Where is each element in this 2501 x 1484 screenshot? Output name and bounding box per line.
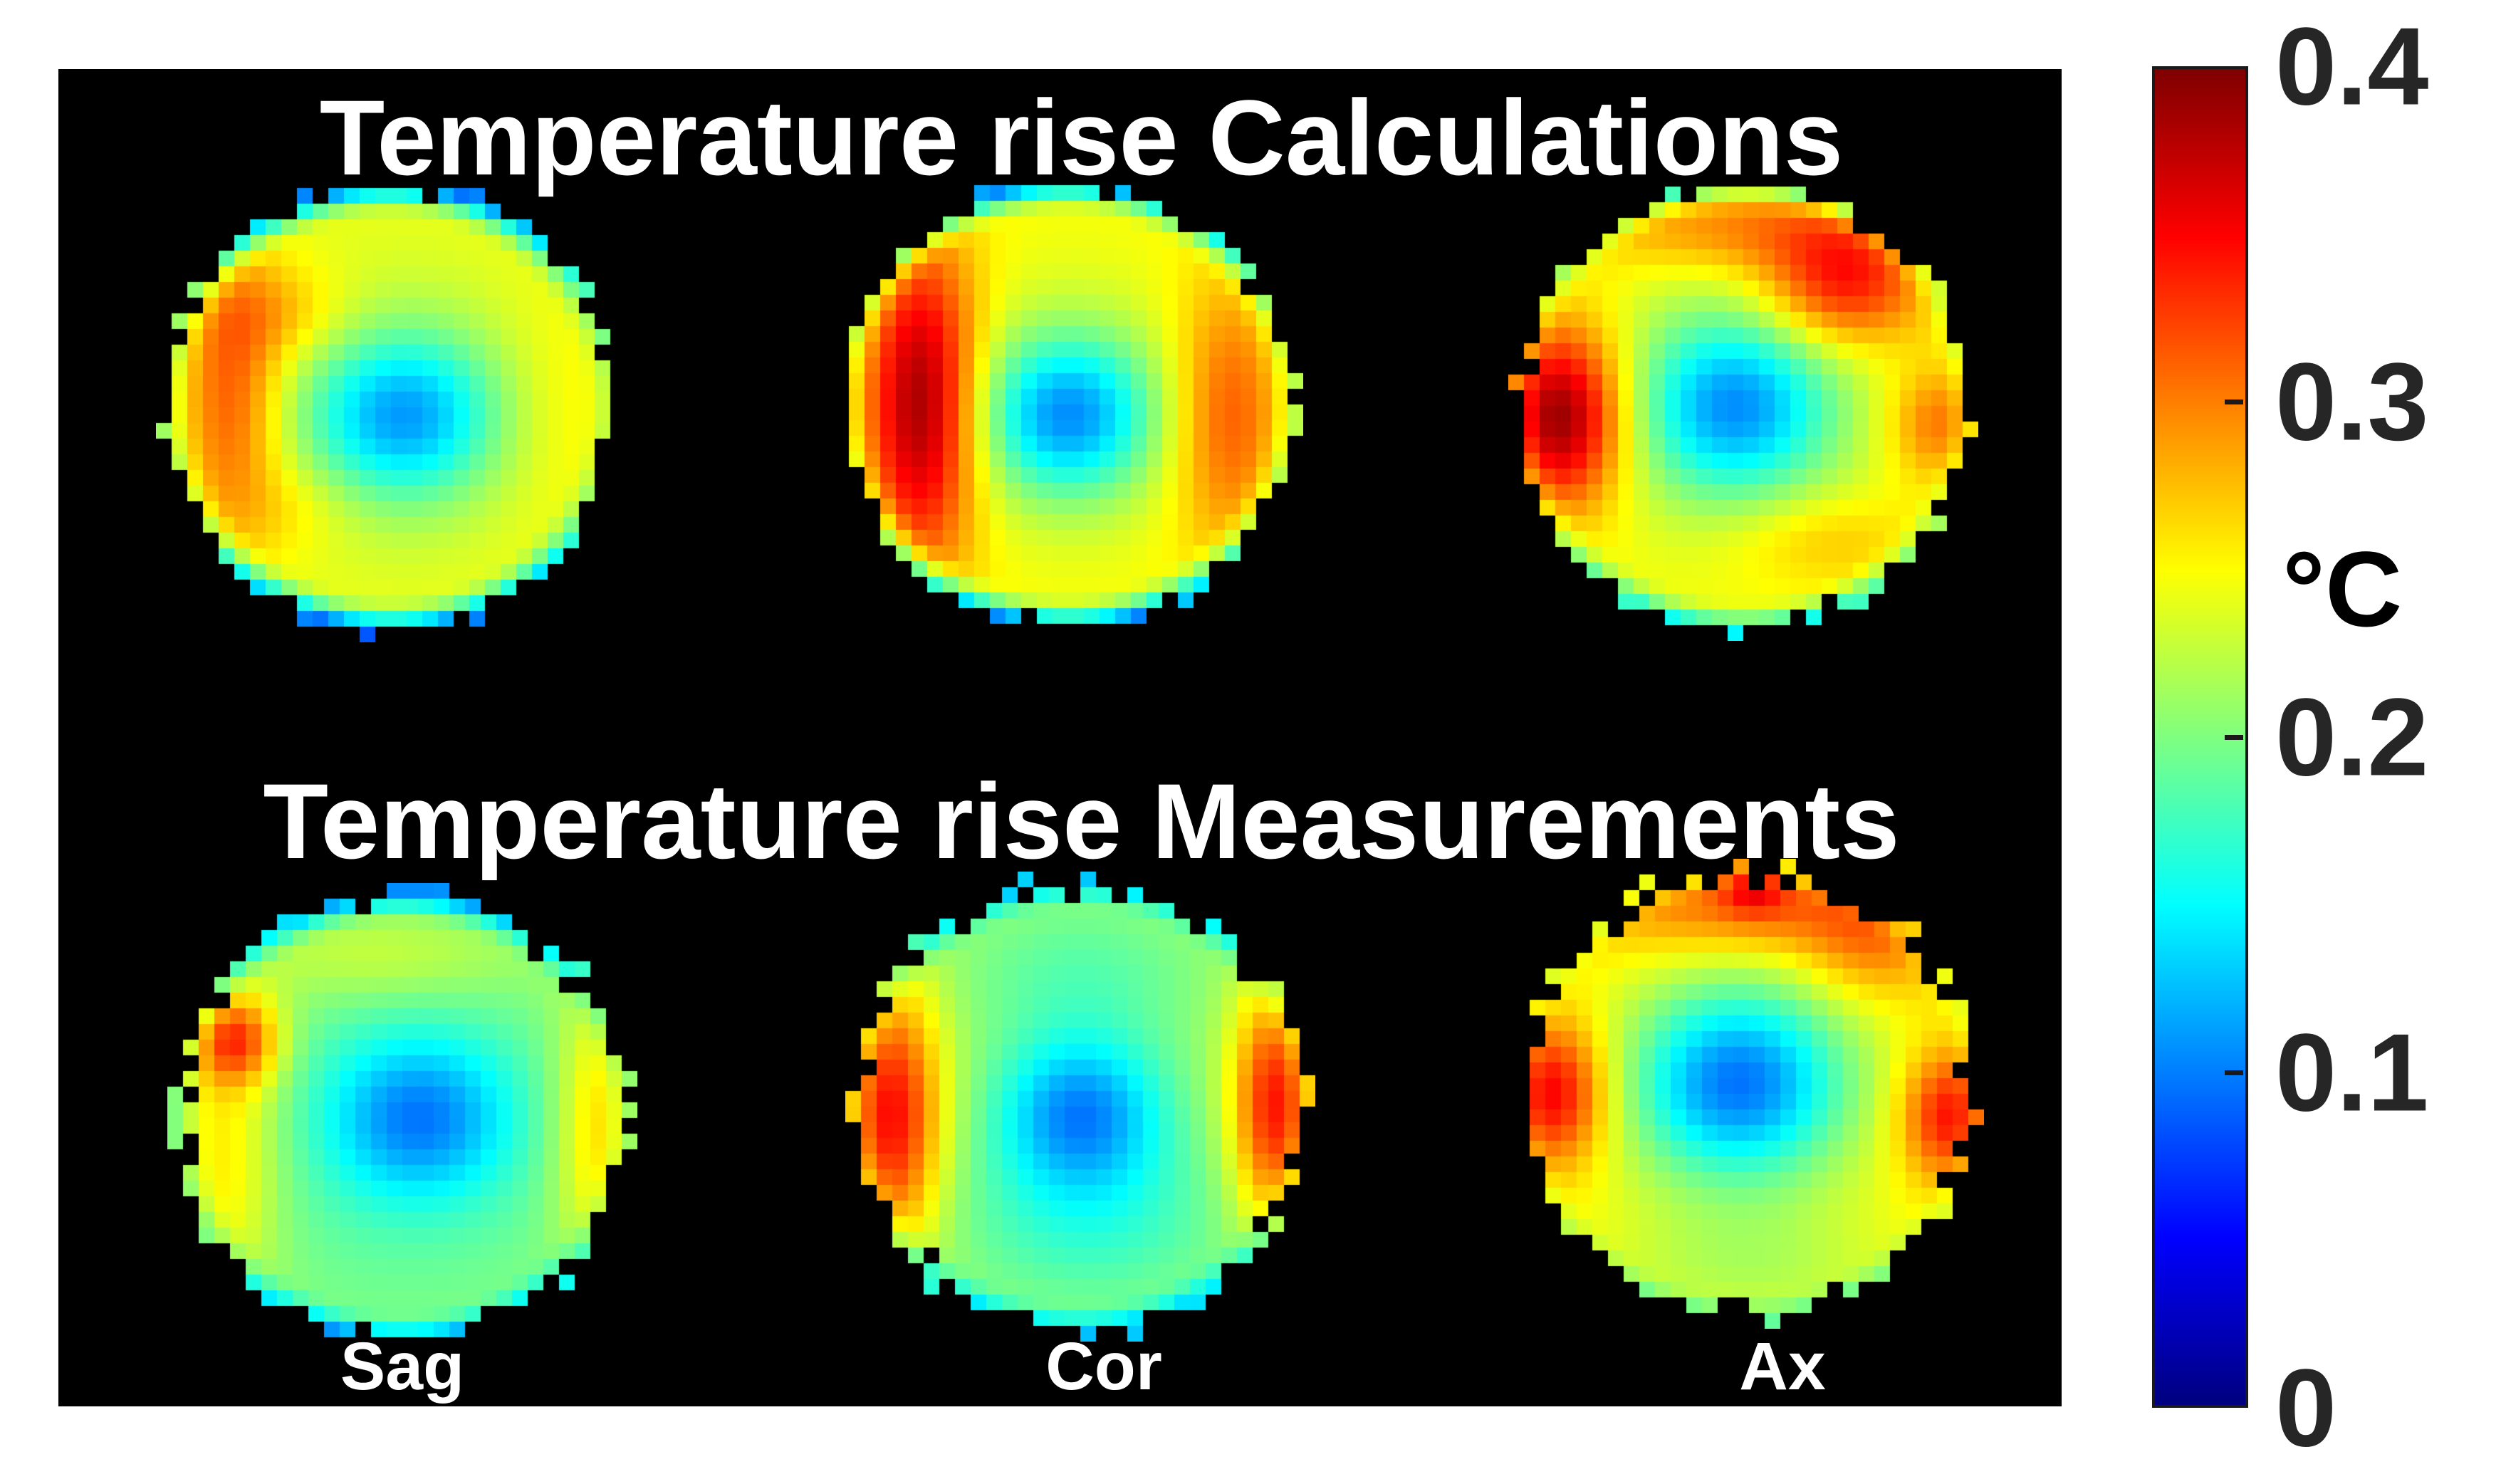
colorbar-unit-label: °C <box>2282 529 2403 649</box>
heatmap-measurements-sagittal <box>167 883 637 1353</box>
colorbar-tick-mark <box>2225 734 2243 740</box>
column-label-cor: Cor <box>1045 1329 1162 1404</box>
colorbar-tick-label: 0.2 <box>2275 675 2429 799</box>
title-measurements: Temperature rise Measurements <box>263 761 1900 881</box>
colorbar-tick-label: 0.3 <box>2275 340 2429 464</box>
heatmap-measurements-axial <box>1514 859 1984 1329</box>
colorbar-tick-label: 0.1 <box>2275 1010 2429 1134</box>
colorbar-tick-label: 0.4 <box>2275 4 2429 128</box>
colorbar-tick-mark <box>2225 1070 2243 1075</box>
heatmap-calculations-sagittal <box>156 172 626 642</box>
colorbar <box>2152 66 2248 1408</box>
heatmap-measurements-coronal <box>845 872 1315 1342</box>
column-label-ax: Ax <box>1739 1329 1826 1404</box>
column-label-sag: Sag <box>340 1329 465 1404</box>
colorbar-tick-label: 0 <box>2275 1346 2337 1470</box>
heatmap-calculations-axial <box>1508 171 1978 641</box>
heatmap-calculations-coronal <box>833 169 1303 639</box>
colorbar-tick-mark <box>2225 399 2243 404</box>
